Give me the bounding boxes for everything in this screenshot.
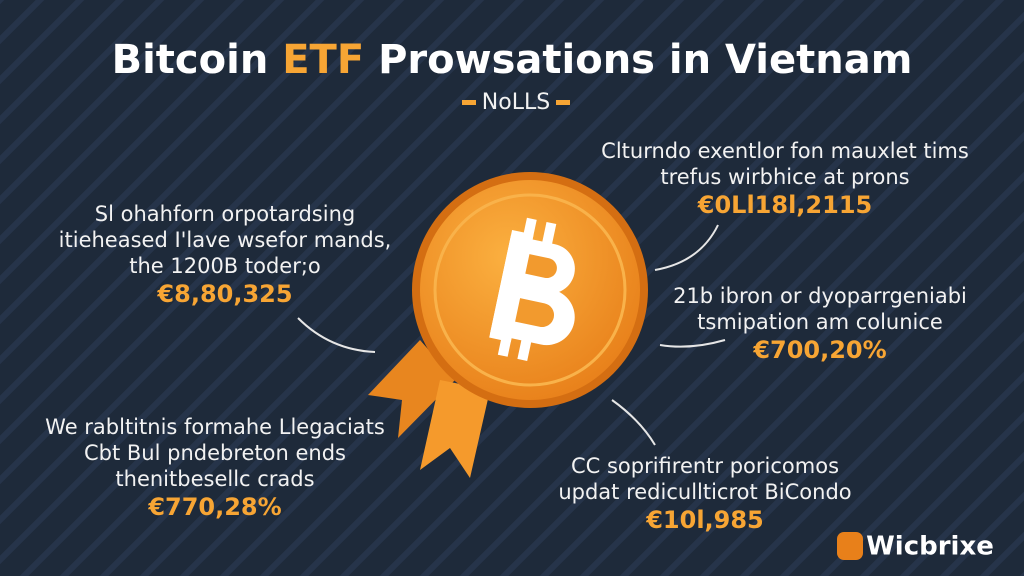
callout-text: trefus wirbhice at prons bbox=[660, 165, 909, 189]
subtitle-dash bbox=[462, 100, 476, 105]
callout-text: itieheased I'lave wsefor mands, bbox=[59, 228, 392, 252]
callout-text: CC soprifirentr poricomos bbox=[571, 454, 839, 478]
callout-value: €8,80,325 bbox=[156, 280, 292, 308]
bitcoin-symbol bbox=[489, 217, 575, 361]
logo: Wicbrixe bbox=[837, 532, 994, 562]
callout-text: Cbt Bul pndebreton ends bbox=[84, 441, 346, 465]
callout-text: the 1200B toder;o bbox=[129, 254, 321, 278]
callout-text: 21b ibron or dyoparrgeniabi bbox=[673, 284, 967, 308]
callout-text: updat redicullticrot BiCondo bbox=[558, 480, 851, 504]
callout-text: thenitbesellc crads bbox=[115, 467, 314, 491]
callout-text: Clturndo exentlor fon mauxlet tims bbox=[601, 139, 969, 163]
callout-value: €770,28% bbox=[147, 493, 281, 521]
callout-value: €10l,985 bbox=[645, 506, 764, 534]
callout-text: Sl ohahforn orpotardsing bbox=[95, 202, 355, 226]
subtitle-dash bbox=[556, 100, 570, 105]
callout-value: €0Ll18l,2115 bbox=[697, 191, 872, 219]
connectors bbox=[297, 224, 726, 446]
ribbon bbox=[368, 340, 490, 478]
callout-value: €700,20% bbox=[752, 336, 886, 364]
subtitle: NoLLS bbox=[482, 90, 550, 115]
logo-text: Wicbrixe bbox=[866, 532, 994, 562]
callout-text: tsmipation am colunice bbox=[697, 310, 943, 334]
coin-inner-ring bbox=[433, 193, 627, 387]
title: Bitcoin ETF Prowsations in Vietnam bbox=[112, 37, 913, 83]
callout-text: We rabltitnis formahe Llegaciats bbox=[45, 415, 385, 439]
